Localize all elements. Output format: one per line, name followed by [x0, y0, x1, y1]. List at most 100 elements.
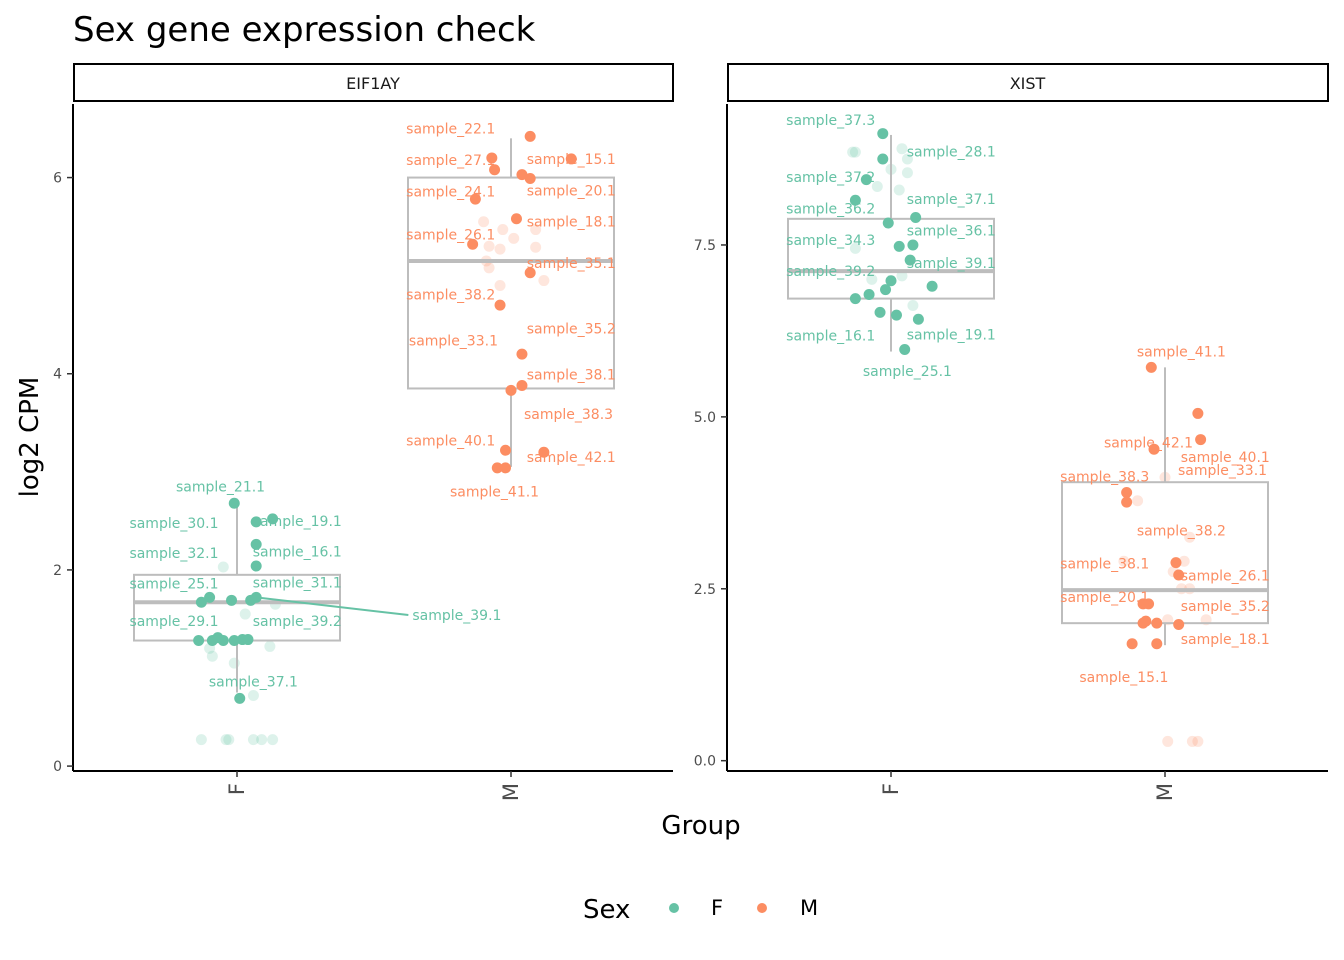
faint-point	[849, 242, 861, 254]
point-label: sample_37.1	[907, 192, 996, 208]
data-point	[245, 594, 257, 606]
faint-point	[206, 650, 218, 662]
data-point	[1151, 617, 1163, 629]
data-point	[1143, 598, 1155, 610]
faint-point	[247, 689, 259, 701]
data-point	[893, 240, 905, 252]
data-point	[874, 306, 886, 318]
data-point	[1195, 434, 1207, 446]
data-point	[877, 153, 889, 165]
faint-point	[901, 153, 913, 165]
legend-key-f	[669, 903, 679, 913]
point-label: sample_25.1	[863, 364, 952, 380]
point-label: sample_15.1	[1079, 670, 1168, 686]
y-tick-label: 5.0	[694, 410, 716, 426]
data-point	[500, 462, 512, 474]
facet-panel-xist: XIST sample_37.3 sample_28.1 sample_37.2sam…	[694, 63, 1329, 801]
facet-strip-label: XIST	[1010, 74, 1046, 93]
data-point	[1126, 638, 1138, 650]
faint-point	[483, 240, 495, 252]
data-point	[516, 348, 528, 360]
data-point	[491, 462, 503, 474]
legend-title: Sex	[583, 895, 630, 925]
faint-point	[494, 279, 506, 291]
faint-point	[497, 224, 509, 236]
data-point	[1151, 638, 1163, 650]
point-label: sample_22.1	[406, 122, 495, 138]
y-tick-label: 7.5	[694, 238, 716, 254]
data-point	[217, 635, 229, 647]
point-label: sample_30.1	[129, 516, 218, 532]
data-point	[516, 169, 528, 181]
point-label: sample_33.1	[1178, 463, 1267, 479]
faint-point	[893, 184, 905, 196]
legend-key-m	[757, 903, 767, 913]
y-tick-label: 2.5	[694, 582, 716, 598]
point-label: sample_25.1	[129, 577, 218, 593]
faint-point	[1186, 735, 1198, 747]
point-label: sample_39.2	[786, 264, 875, 280]
point-label: sample_20.1	[1060, 590, 1149, 606]
data-point	[885, 275, 897, 287]
label-leader-line	[256, 596, 409, 617]
point-label: sample_38.2	[1137, 523, 1226, 539]
data-point	[904, 254, 916, 266]
point-label: sample_16.1	[253, 544, 342, 560]
point-label: sample_26.1	[1181, 569, 1270, 585]
point-label: sample_38.3	[1060, 470, 1149, 486]
legend-label-f: F	[711, 896, 723, 920]
point-label: sample_21.1	[176, 480, 265, 496]
point-label: sample_31.1	[253, 576, 342, 592]
y-axis-title: log2 CPM	[15, 377, 45, 498]
facet-strip	[73, 63, 674, 102]
faint-point	[217, 561, 229, 573]
faint-point	[195, 734, 207, 746]
x-axis-title: Group	[661, 811, 740, 841]
data-point	[524, 267, 536, 279]
y-tick-label: 6	[53, 171, 62, 187]
point-label: sample_35.1	[527, 256, 616, 272]
faint-point	[264, 640, 276, 652]
faint-point	[896, 143, 908, 155]
data-point	[877, 128, 889, 140]
data-point	[890, 309, 902, 321]
faint-point	[907, 299, 919, 311]
faint-point	[1178, 555, 1190, 567]
faint-point	[478, 216, 490, 228]
data-point	[467, 238, 479, 250]
data-point	[267, 513, 279, 525]
point-label: sample_34.3	[786, 233, 875, 249]
point-label: sample_37.1	[209, 675, 298, 691]
point-label: sample_38.2	[406, 287, 495, 303]
faint-point	[538, 275, 550, 287]
faint-point	[530, 224, 542, 236]
data-point	[510, 213, 522, 225]
data-point	[250, 560, 262, 572]
data-point	[880, 284, 892, 296]
data-point	[1121, 496, 1133, 508]
data-point	[250, 538, 262, 550]
point-label: sample_40.1	[1181, 450, 1270, 466]
point-label: sample_29.1	[129, 614, 218, 630]
box-rect	[1061, 481, 1269, 625]
data-point	[1192, 407, 1204, 419]
y-tick-label: 4	[53, 367, 62, 383]
data-point	[494, 299, 506, 311]
point-label: sample_38.3	[524, 407, 613, 423]
point-label: sample_38.1	[1060, 556, 1149, 572]
faint-point	[1118, 555, 1130, 567]
x-tick-label: M	[499, 783, 523, 801]
faint-point	[239, 608, 251, 620]
faint-point	[901, 167, 913, 179]
point-label: sample_27.1	[406, 153, 495, 169]
point-label: sample_33.1	[409, 333, 498, 349]
point-label: sample_28.1	[907, 144, 996, 160]
faint-point	[1192, 735, 1204, 747]
point-label: sample_36.1	[907, 224, 996, 240]
data-point	[204, 591, 216, 603]
facet-strip-label: EIF1AY	[346, 74, 400, 93]
chart-title: Sex gene expression check	[73, 10, 536, 50]
data-point	[489, 164, 501, 176]
